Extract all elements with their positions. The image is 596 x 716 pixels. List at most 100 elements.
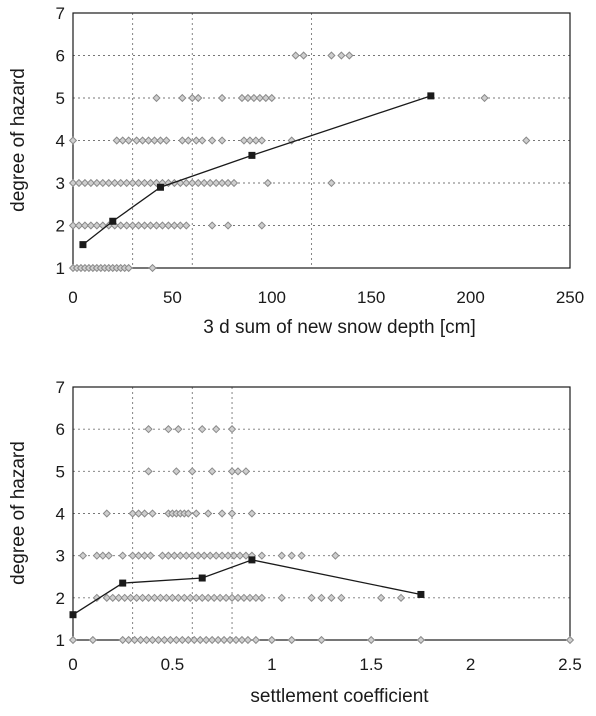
data-point [164, 425, 173, 434]
data-point [208, 467, 217, 476]
data-point [128, 178, 137, 188]
x-tick-label: 2 [466, 655, 475, 674]
mean-point [427, 92, 435, 100]
data-point [118, 635, 127, 645]
data-point [241, 551, 251, 560]
data-point [68, 635, 78, 645]
data-point [317, 635, 326, 645]
mean-point [109, 217, 117, 225]
data-point [217, 178, 227, 188]
mean-point [417, 590, 425, 598]
data-point [146, 221, 155, 230]
data-point [202, 635, 211, 645]
data-point [78, 551, 88, 560]
x-tick-label: 0 [68, 655, 77, 674]
data-point [208, 136, 217, 145]
data-point [182, 221, 191, 230]
data-point [176, 221, 185, 230]
data-point [134, 178, 143, 188]
data-point [327, 51, 336, 60]
data-point [118, 136, 127, 145]
data-point [327, 593, 336, 602]
data-point [217, 509, 227, 518]
data-point [144, 467, 153, 476]
data-point [229, 551, 239, 560]
x-tick-label: 200 [456, 288, 484, 307]
data-point [92, 551, 101, 560]
data-point [178, 93, 187, 103]
data-point [327, 178, 336, 188]
x-axis-label: settlement coefficient [250, 686, 429, 707]
y-tick-label: 2 [56, 589, 65, 608]
data-point [156, 593, 165, 602]
data-point [166, 635, 175, 645]
x-tick-label: 2.5 [558, 655, 582, 674]
y-axis-label: degree of hazard [8, 441, 29, 585]
data-point [92, 221, 101, 230]
data-point [104, 178, 113, 188]
data-point [150, 136, 159, 145]
data-point [291, 51, 300, 60]
data-point [162, 593, 171, 602]
data-point [120, 593, 129, 602]
data-point [196, 635, 205, 645]
data-point [176, 178, 185, 188]
data-point [98, 551, 107, 560]
data-point [212, 178, 221, 188]
data-point [74, 178, 84, 188]
data-point [219, 635, 229, 645]
data-point [223, 221, 233, 230]
y-tick-label: 5 [56, 462, 65, 481]
mean-point [248, 556, 256, 564]
data-point [126, 593, 135, 602]
y-axis-label: degree of hazard [8, 68, 29, 212]
data-point [261, 93, 270, 103]
data-point [188, 93, 197, 103]
data-point [245, 593, 255, 602]
data-point [345, 51, 354, 60]
data-point [223, 551, 233, 560]
data-point [480, 93, 489, 103]
data-point [140, 178, 149, 188]
mean-point [79, 241, 87, 249]
data-point [257, 221, 266, 230]
data-point [146, 551, 155, 560]
data-point [68, 221, 78, 230]
data-point [243, 635, 253, 645]
data-point [116, 221, 125, 230]
data-point [233, 467, 243, 476]
data-point [140, 551, 149, 560]
data-point [172, 635, 181, 645]
data-point [251, 593, 261, 602]
mean-point [248, 151, 256, 159]
data-point [237, 93, 247, 103]
data-point [158, 551, 167, 560]
data-point [227, 467, 237, 476]
data-point [68, 178, 78, 188]
y-tick-label: 6 [56, 47, 65, 66]
data-point [204, 509, 213, 518]
data-point [152, 221, 161, 230]
data-point [194, 178, 203, 188]
data-point [198, 593, 207, 602]
x-tick-label: 250 [556, 288, 584, 307]
data-point [114, 593, 123, 602]
data-point [229, 178, 239, 188]
mean-point [119, 579, 127, 587]
data-point [200, 551, 209, 560]
data-point [255, 93, 264, 103]
data-point [124, 263, 133, 273]
data-point [142, 635, 151, 645]
data-point [217, 551, 227, 560]
chart-panel-top: 1 2 3 4 5 6 7 0 50 100 150 200 250 3 d sum of new sno… [8, 4, 584, 338]
data-point [138, 136, 147, 145]
data-point [337, 51, 346, 60]
x-tick-label: 100 [258, 288, 286, 307]
mean-point [156, 183, 164, 191]
data-point [239, 593, 249, 602]
data-point [210, 593, 219, 602]
data-point [144, 593, 153, 602]
data-point [112, 136, 121, 145]
data-point [144, 425, 153, 434]
